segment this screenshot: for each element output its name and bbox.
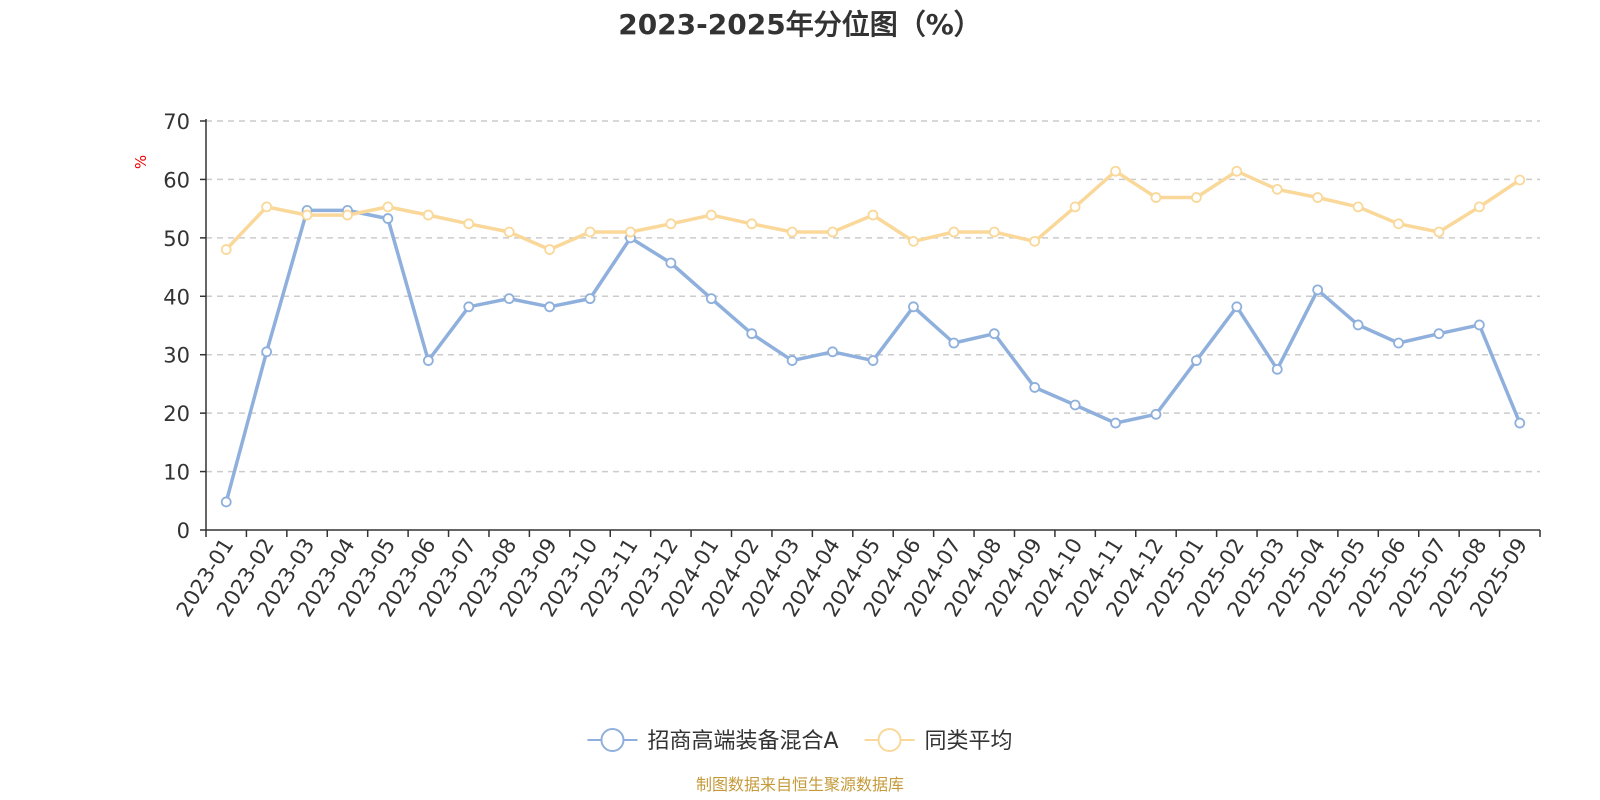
series-2 — [220, 165, 1526, 255]
data-point — [463, 301, 475, 313]
axes — [200, 119, 1541, 537]
data-point — [1312, 284, 1324, 296]
data-point — [544, 244, 556, 255]
data-point — [867, 355, 879, 366]
y-tick-label: 40 — [163, 285, 190, 309]
data-point — [1231, 301, 1243, 313]
data-point — [1433, 328, 1445, 340]
data-point — [1110, 417, 1121, 429]
data-point — [382, 213, 394, 224]
series-group — [220, 165, 1526, 508]
data-point — [1110, 165, 1121, 177]
y-tick-label: 10 — [163, 461, 190, 485]
data-point — [1231, 165, 1243, 177]
data-point — [786, 355, 798, 366]
y-tick-label: 60 — [163, 168, 190, 192]
data-point — [1150, 192, 1162, 203]
data-point — [908, 301, 919, 313]
data-point — [342, 209, 353, 221]
data-point — [665, 257, 677, 269]
chart-title: 2023-2025年分位图（%） — [618, 8, 982, 41]
data-point — [503, 226, 515, 238]
data-point — [1473, 201, 1485, 213]
data-point — [463, 218, 475, 230]
data-point — [1352, 201, 1364, 213]
data-point — [1393, 337, 1404, 349]
data-point — [382, 201, 394, 213]
y-tick-label: 70 — [163, 110, 190, 134]
data-point — [705, 209, 717, 221]
y-tick-labels: 0 10 20 30 40 50 60 70 — [163, 110, 190, 543]
data-point — [948, 226, 960, 238]
legend-label: 同类平均 — [925, 729, 1013, 754]
data-point — [1190, 192, 1202, 203]
data-point — [665, 218, 677, 230]
legend-swatch-marker — [600, 728, 625, 752]
data-point — [1069, 399, 1081, 411]
data-point — [584, 226, 596, 238]
data-point — [1473, 319, 1485, 331]
data-point — [827, 226, 838, 238]
y-tick-label: 20 — [163, 402, 190, 426]
data-point — [261, 346, 273, 358]
y-axis-unit: % — [132, 155, 150, 169]
legend-label: 招商高端装备混合A — [647, 729, 838, 754]
data-point — [1514, 417, 1526, 429]
data-point — [746, 218, 758, 230]
data-point — [503, 293, 515, 305]
data-point — [908, 235, 919, 247]
data-point — [988, 328, 1000, 340]
x-tick-labels: 2023-012023-022023-032023-042023-052023-… — [172, 534, 1532, 621]
data-point — [1514, 174, 1526, 186]
data-point — [584, 293, 596, 305]
data-point — [1271, 363, 1283, 375]
data-point — [220, 496, 232, 508]
data-point — [301, 209, 313, 221]
legend-swatch-marker — [877, 728, 902, 752]
data-point — [422, 355, 434, 366]
data-point — [544, 301, 556, 313]
series-1 — [220, 204, 1526, 508]
data-point — [1312, 192, 1324, 203]
data-point — [1393, 218, 1404, 230]
data-point — [827, 346, 838, 358]
data-point — [988, 226, 1000, 238]
data-point — [1150, 408, 1162, 420]
data-point — [1029, 235, 1041, 247]
y-tick-label: 50 — [163, 227, 190, 251]
data-point — [625, 226, 636, 238]
data-point — [867, 209, 879, 221]
data-point — [1069, 201, 1081, 213]
data-point — [220, 244, 232, 255]
data-point — [422, 209, 434, 221]
y-tick-label: 0 — [177, 519, 190, 543]
data-point — [1029, 382, 1041, 393]
data-source-note: 制图数据来自恒生聚源数据库 — [696, 775, 904, 794]
legend-item-1[interactable]: 招商高端装备混合A — [587, 728, 839, 754]
data-point — [705, 293, 717, 305]
grid-lines — [206, 120, 1540, 473]
data-point — [1190, 355, 1202, 366]
data-point — [1433, 226, 1445, 238]
data-point — [786, 226, 798, 238]
data-point — [1352, 319, 1364, 331]
data-point — [261, 201, 273, 213]
data-point — [948, 337, 960, 349]
legend[interactable]: 招商高端装备混合A 同类平均 — [587, 728, 1013, 754]
y-tick-label: 30 — [163, 344, 190, 368]
data-point — [1271, 183, 1283, 195]
data-point — [746, 328, 758, 340]
legend-item-2[interactable]: 同类平均 — [864, 728, 1013, 754]
